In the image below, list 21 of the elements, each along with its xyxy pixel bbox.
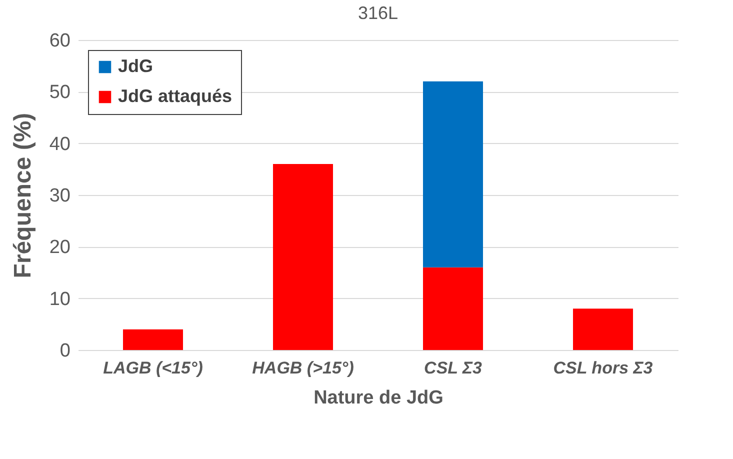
y-tick-label: 40 [49,134,70,155]
x-tick-label: LAGB (<15°) [103,358,204,378]
legend-label: JdG [118,56,154,76]
y-tick-label: 20 [49,237,70,258]
y-tick-label: 60 [49,30,70,52]
y-axis-title: Fréquence (%) [9,112,36,278]
x-tick-label: CSL Σ3 [424,358,482,378]
x-axis-title: Nature de JdG [314,388,444,408]
y-tick-label: 50 [49,82,70,104]
bar [423,267,483,350]
x-tick-label: CSL hors Σ3 [553,358,654,378]
bar [273,164,333,350]
bar [423,81,483,268]
legend-label: JdG attaqués [118,86,232,106]
y-tick-label: 0 [60,340,70,362]
y-tick-label: 10 [49,288,70,310]
bar [573,308,633,350]
x-tick-label: HAGB (>15°) [252,358,354,378]
chart-title: 316L [358,3,398,23]
bar [123,329,183,350]
y-tick-label: 30 [49,186,70,206]
